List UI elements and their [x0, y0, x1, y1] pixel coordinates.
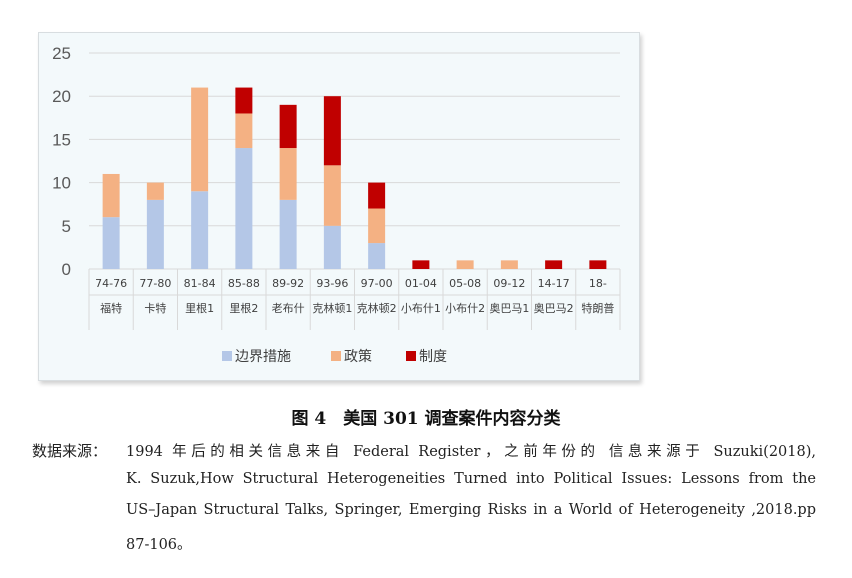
x-tick-label: 01-04 [405, 277, 437, 290]
bar-segment [146, 182, 164, 200]
x-tick-label: 小布什2 [445, 302, 485, 315]
bar-segment [191, 191, 209, 269]
chart-area: 0 5 10 15 20 25 74-76 福特 77-80 卡特 81-84 里根1 85-88 里根2… [38, 32, 640, 381]
x-tick-label: 81-84 [184, 277, 216, 290]
bar-segment [323, 165, 341, 226]
y-tick-label: 10 [52, 174, 71, 193]
x-tick-label: 93-96 [316, 277, 348, 290]
bar-segment [235, 113, 253, 149]
source-line: US–Japan Structural Talks, Springer, Eme… [126, 502, 816, 518]
x-tick-label: 18- [589, 277, 607, 290]
bar-segment [279, 148, 297, 200]
x-tick-label: 里根2 [229, 301, 258, 315]
bar-segment [368, 243, 386, 269]
y-tick-label: 20 [52, 87, 71, 106]
source-line: 1994 年后的相关信息来自 Federal Register，之前年份的 信息… [126, 444, 816, 460]
x-tick-label: 老布什 [272, 302, 305, 315]
bar-segment [368, 208, 386, 244]
legend-label: 边界措施 [235, 349, 291, 365]
source-line: K. Suzuk,How Structural Heterogeneities … [126, 471, 816, 487]
x-tick-label: 09-12 [493, 277, 525, 290]
bar-segment [235, 148, 253, 269]
bar-segment [456, 260, 474, 269]
x-tick-label: 福特 [100, 301, 122, 315]
y-tick-label: 15 [52, 130, 71, 149]
figure-caption: 图 4 美国 301 调查案件内容分类 [291, 409, 561, 429]
y-tick-label: 0 [62, 260, 71, 279]
y-tick-label: 5 [62, 217, 71, 236]
x-tick-label: 85-88 [228, 277, 260, 290]
x-tick-label: 奥巴马2 [534, 301, 574, 315]
legend-label: 制度 [419, 349, 447, 365]
bar-segment [102, 217, 120, 269]
stacked-bar-chart: 0 5 10 15 20 25 74-76 福特 77-80 卡特 81-84 里根1 85-88 里根2… [52, 44, 621, 365]
x-tick-label: 77-80 [139, 277, 171, 290]
x-tick-label: 卡特 [144, 301, 166, 315]
x-tick-label: 97-00 [361, 277, 393, 290]
bar-segment [235, 87, 253, 114]
bar-segment [323, 225, 341, 269]
legend-swatch [406, 351, 416, 361]
bar-segment [545, 260, 563, 269]
bar-segment [102, 173, 120, 218]
x-tick-label: 05-08 [449, 277, 481, 290]
y-tick-label: 25 [52, 44, 71, 63]
bar-segment [279, 104, 297, 149]
bar-segment [368, 182, 386, 209]
x-tick-label: 14-17 [538, 277, 570, 290]
x-tick-label: 奥巴马1 [489, 301, 529, 315]
x-tick-label: 74-76 [95, 277, 127, 290]
x-tick-label: 里根1 [185, 301, 214, 315]
bar-segment [589, 260, 607, 269]
source-label: 数据来源： [32, 442, 108, 460]
legend-swatch [222, 351, 232, 361]
x-tick-label: 克林顿1 [312, 301, 352, 315]
source-line: 87-106。 [126, 537, 192, 553]
bar-segment [279, 199, 297, 269]
bar-segment [500, 260, 518, 269]
bar-segment [146, 199, 164, 269]
bar-segment [323, 96, 341, 166]
legend-swatch [331, 351, 341, 361]
legend-label: 政策 [344, 348, 372, 365]
x-tick-label: 89-92 [272, 277, 304, 290]
x-tick-label: 小布什1 [401, 302, 441, 315]
x-tick-label: 克林顿2 [357, 301, 397, 315]
bar-segment [412, 260, 430, 269]
x-tick-label: 特朗普 [581, 301, 614, 315]
bar-segment [191, 87, 209, 192]
